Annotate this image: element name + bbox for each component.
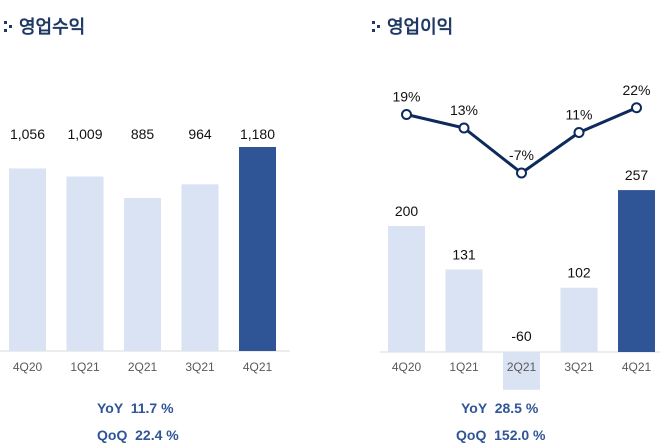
profit-qoq-stat: QoQ 152.0 %: [456, 427, 546, 443]
operating-profit-chart: 200 4Q20 131 1Q21 -60 2Q21 102 3Q21 257 4Q21 19% 13…: [380, 82, 660, 390]
profit-yoy-stat: YoY 28.5 %: [461, 400, 538, 416]
tick-label-4q21: 4Q21: [622, 360, 652, 374]
bar-2q21: [503, 352, 540, 390]
profit-yoy-value: 28.5 %: [494, 400, 539, 416]
value-label-2q21: 885: [131, 126, 155, 142]
margin-line: [406, 106, 638, 175]
value-label-4q21: 257: [625, 167, 649, 183]
margin-label-1q21: 13%: [450, 102, 478, 118]
bar-2q21: [124, 198, 161, 351]
revenue-qoq-stat: QoQ 22.4 %: [97, 427, 179, 443]
bullet-icon: [4, 20, 12, 32]
tick-label-2q21: 2Q21: [507, 360, 537, 374]
value-label-4q20: 1,056: [10, 126, 45, 142]
bar-3q21: [560, 287, 598, 352]
margin-label-4q21: 22%: [622, 82, 650, 98]
value-label-4q21: 1,180: [240, 126, 275, 142]
value-label-1q21: 1,009: [67, 126, 102, 142]
value-label-3q21: 102: [567, 265, 591, 281]
profit-yoy-label: YoY: [461, 400, 487, 416]
operating-revenue-panel: 영업수익 1,056 4Q20 1,009 1Q21 885 2Q21 964 3Q21 1,1…: [0, 0, 300, 448]
tick-label-2q21: 2Q21: [128, 360, 158, 374]
value-label-3q21: 964: [188, 126, 212, 142]
bar-4q21: [239, 147, 276, 351]
bar-4q21: [618, 190, 655, 352]
margin-label-2q21: -7%: [509, 147, 534, 163]
tick-label-3q21: 3Q21: [564, 360, 594, 374]
operating-revenue-chart: 1,056 4Q20 1,009 1Q21 885 2Q21 964 3Q21 1,180 4Q2…: [0, 126, 290, 374]
value-label-1q21: 131: [452, 246, 476, 262]
margin-point-4q21: [631, 102, 642, 114]
profit-qoq-value: 152.0 %: [494, 427, 546, 443]
tick-label-4q20: 4Q20: [13, 360, 43, 374]
revenue-yoy-value: 11.7 %: [130, 400, 174, 416]
bullet-icon: [372, 20, 380, 32]
bar-1q21: [445, 269, 483, 352]
tick-label-1q21: 1Q21: [449, 360, 479, 374]
bar-4q20: [388, 226, 425, 352]
bar-3q21: [181, 184, 219, 351]
operating-revenue-title-text: 영업수익: [19, 17, 86, 38]
margin-point-1q21: [458, 122, 470, 134]
tick-label-1q21: 1Q21: [70, 360, 100, 374]
margin-point-3q21: [573, 127, 585, 138]
bar-4q20: [9, 168, 46, 351]
revenue-yoy-stat: YoY 11.7 %: [97, 400, 174, 416]
margin-label-3q21: 11%: [566, 107, 593, 123]
tick-label-4q20: 4Q20: [392, 360, 422, 374]
operating-profit-panel: 영업이익 200 4Q20 131 1Q21 -60 2Q21 102 3Q21 257 4Q21…: [360, 0, 663, 448]
profit-qoq-label: QoQ: [456, 427, 487, 443]
revenue-yoy-label: YoY: [97, 400, 123, 416]
value-label-2q21: -60: [511, 328, 531, 344]
operating-revenue-title: 영업수익: [4, 13, 85, 39]
operating-profit-title: 영업이익: [372, 13, 453, 39]
tick-label-4q21: 4Q21: [243, 360, 273, 374]
bar-1q21: [66, 176, 104, 351]
margin-point-2q21: [516, 167, 527, 179]
revenue-qoq-value: 22.4 %: [135, 427, 179, 443]
margin-label-4q20: 19%: [392, 89, 420, 105]
value-label-4q20: 200: [395, 203, 419, 219]
margin-point-4q20: [401, 109, 412, 120]
tick-label-3q21: 3Q21: [185, 360, 215, 374]
revenue-qoq-label: QoQ: [97, 427, 128, 443]
operating-profit-title-text: 영업이익: [387, 17, 454, 38]
